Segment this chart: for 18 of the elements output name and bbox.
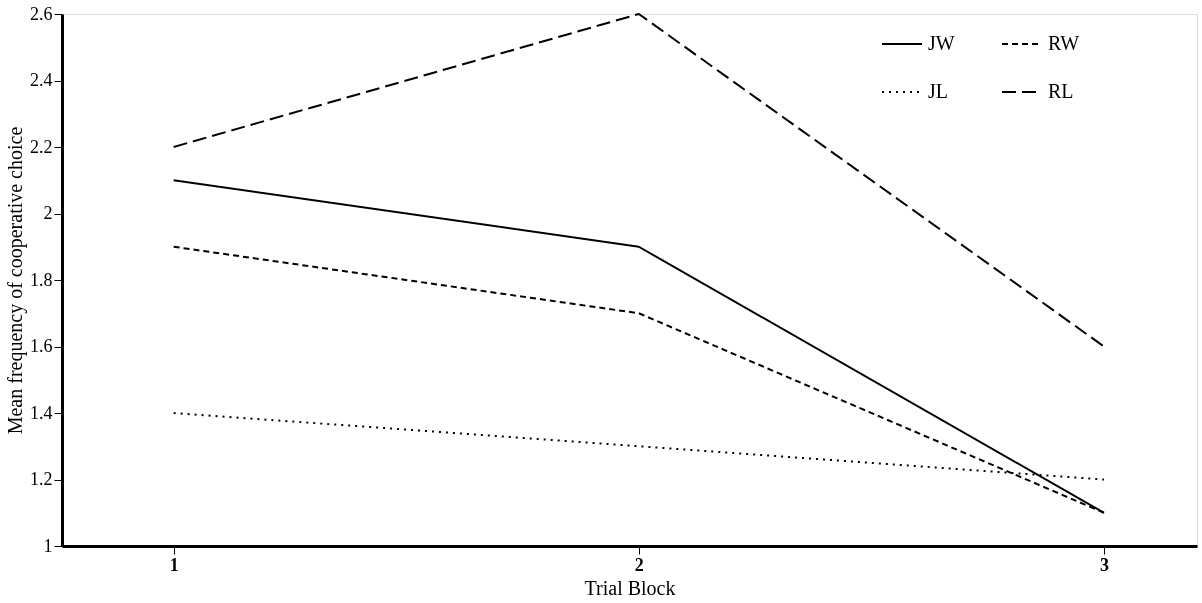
legend-label: JL <box>928 80 948 102</box>
x-tick-label: 1 <box>169 554 179 575</box>
x-axis-title: Trial Block <box>584 576 676 599</box>
y-tick-label: 2.4 <box>30 70 53 90</box>
legend-label: RL <box>1048 80 1074 102</box>
y-tick-label: 1.4 <box>30 402 53 423</box>
y-axis-title: Mean frequency of cooperative choice <box>4 126 27 435</box>
y-tick-label: 2.6 <box>30 3 53 24</box>
y-tick-label: 1.8 <box>30 269 53 290</box>
x-tick-label: 3 <box>1099 554 1109 575</box>
x-tick-label: 2 <box>634 554 644 575</box>
y-tick-label: 1 <box>43 535 53 556</box>
legend-label: RW <box>1048 32 1080 54</box>
legend-label: JW <box>928 32 955 54</box>
y-tick-label: 1.2 <box>30 469 53 489</box>
y-tick-label: 1.6 <box>30 336 53 356</box>
y-tick-label: 2 <box>43 203 53 223</box>
y-tick-label: 2.2 <box>30 136 53 157</box>
